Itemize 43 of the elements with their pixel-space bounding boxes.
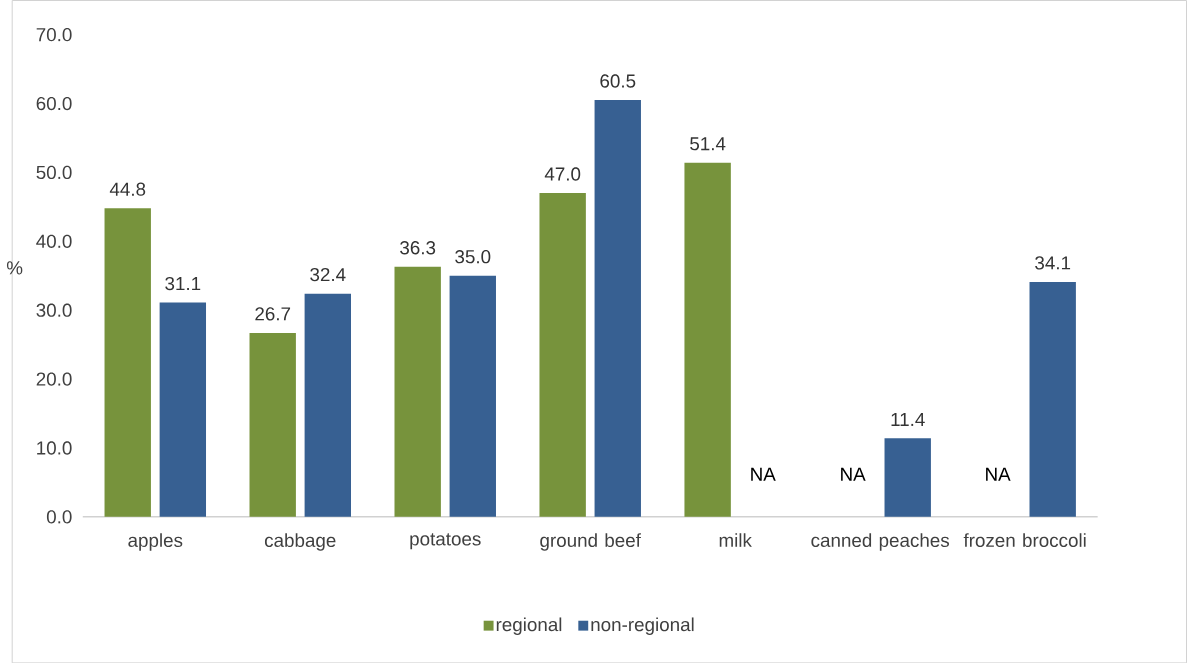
bar — [304, 293, 351, 517]
y-axis-title: % — [6, 261, 23, 275]
data-label: 26.7 — [255, 307, 291, 321]
bar — [104, 208, 151, 517]
bar — [159, 302, 207, 517]
x-tick-label: potatoes — [410, 533, 481, 550]
x-tick-label: canned peaches — [811, 533, 950, 551]
bar — [684, 162, 731, 517]
y-tick-label: 60.0 — [36, 96, 72, 111]
bar — [594, 99, 641, 517]
y-tick-label: 20.0 — [36, 372, 72, 386]
x-tick-label: ground beef — [540, 533, 641, 551]
bar — [1029, 281, 1076, 517]
data-label: 11.4 — [891, 412, 925, 426]
data-label: 32.4 — [310, 267, 346, 282]
bar — [539, 192, 586, 517]
text: NA — [751, 467, 776, 481]
x-tick-label: apples — [128, 533, 183, 551]
y-tick-label: 70.0 — [36, 27, 72, 42]
data-label: 35.0 — [455, 249, 491, 264]
bar — [449, 275, 496, 517]
x-tick-label: milk — [719, 533, 752, 547]
data-label: 34.1 — [1035, 256, 1071, 270]
y-tick-label: 10.0 — [37, 441, 72, 455]
x-tick-label: frozen broccoli — [963, 533, 1086, 547]
y-tick-label: 0.0 — [46, 510, 72, 524]
data-label: 60.5 — [600, 74, 636, 88]
legend-label: regional — [496, 617, 562, 635]
data-label: 47.0 — [544, 167, 581, 181]
y-tick-label: 50.0 — [36, 165, 72, 179]
legend-label: non-regional — [591, 617, 694, 635]
data-label: 44.8 — [109, 182, 146, 196]
bar — [394, 266, 441, 517]
data-label: 36.3 — [400, 240, 436, 255]
text: NA — [841, 467, 866, 481]
data-label: 51.4 — [690, 137, 726, 151]
bar — [249, 332, 296, 517]
y-tick-label: 40.0 — [36, 234, 72, 248]
y-tick-label: 30.0 — [36, 303, 72, 317]
text: NA — [986, 467, 1011, 481]
x-tick-label: cabbage — [264, 533, 336, 551]
data-label: 31.1 — [165, 276, 201, 291]
bar — [884, 438, 931, 517]
